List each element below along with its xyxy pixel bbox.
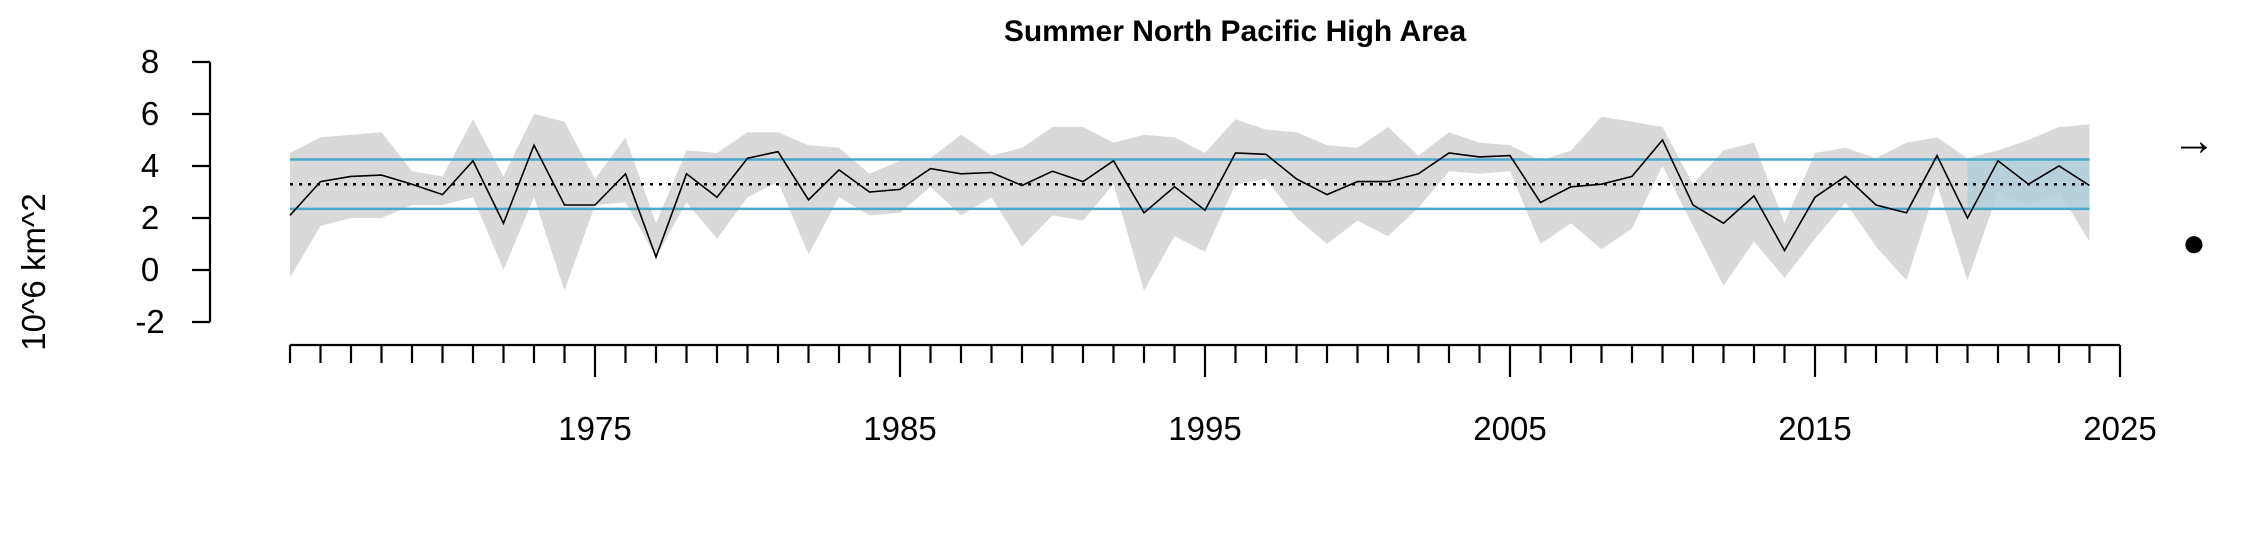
y-tick-label: 2 — [141, 199, 159, 236]
uncertainty-band — [290, 114, 2090, 291]
plot-area — [289, 114, 2090, 291]
y-tick-label: 4 — [141, 147, 159, 184]
chart-title: Summer North Pacific High Area — [1004, 15, 1467, 48]
series-line — [289, 138, 2090, 260]
x-tick-label: 2005 — [1473, 410, 1546, 447]
trend-arrow-icon: → — [2172, 116, 2216, 165]
x-tick-label: 1975 — [558, 410, 631, 447]
y-axis-label: 10^6 km^2 — [15, 193, 52, 351]
y-tick-label: 0 — [141, 251, 159, 288]
y-tick-label: 6 — [141, 95, 159, 132]
axes: -2 0 2 4 6 8 1975 1985 1995 2005 2015 2025 — [135, 43, 2156, 447]
x-tick-label: 2015 — [1778, 410, 1851, 447]
x-tick-label: 1995 — [1168, 410, 1241, 447]
x-tick-label: 1985 — [863, 410, 936, 447]
y-tick-label: 8 — [141, 43, 159, 80]
x-tick-label: 2025 — [2083, 410, 2156, 447]
mean-dot-icon: ● — [2182, 221, 2206, 265]
y-tick-label: -2 — [135, 303, 164, 340]
